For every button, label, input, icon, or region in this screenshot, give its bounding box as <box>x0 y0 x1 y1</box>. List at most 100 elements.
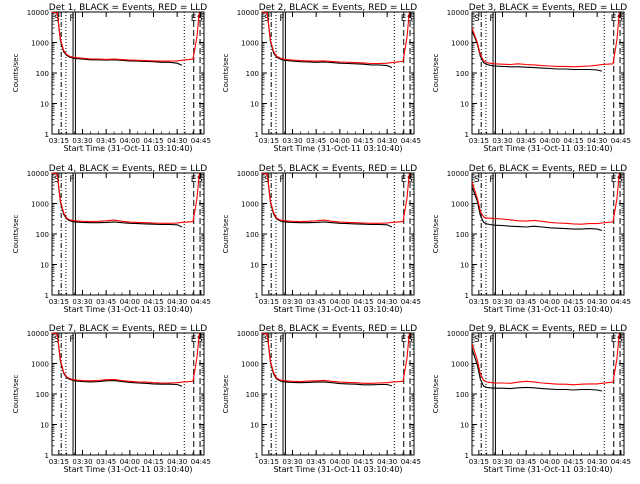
y-axis-label: Counts/sec <box>12 54 20 93</box>
panel-title: Det 5, BLACK = Events, RED = LLD <box>259 164 418 174</box>
start-marker-label: S <box>197 175 203 185</box>
y-tick-label: 1000 <box>31 361 49 369</box>
y-tick-label: 100 <box>246 231 259 239</box>
lld-series-line <box>471 333 620 386</box>
y-tick-label: 100 <box>36 391 49 399</box>
panel-title: Det 1, BLACK = Events, RED = LLD <box>49 3 208 13</box>
y-tick-label: 10 <box>460 262 469 270</box>
y-tick-label: 1000 <box>241 40 259 48</box>
detector-panel: Det 9, BLACK = Events, RED = LLD Counts/s… <box>432 324 631 474</box>
x-axis-label: Start Time (31-Oct-11 03:10:40) <box>483 144 612 153</box>
y-tick-label: 10000 <box>447 170 469 178</box>
x-tick-label: 03:30 <box>492 298 512 306</box>
x-tick-label: 03:30 <box>492 137 512 145</box>
events-series-line <box>51 172 183 228</box>
x-axis-label: Start Time (31-Oct-11 03:10:40) <box>273 305 402 314</box>
start-marker-label: S <box>474 175 480 185</box>
plot-frame <box>261 11 415 135</box>
start-marker-label: S <box>54 335 60 345</box>
lld-series-line <box>471 12 620 68</box>
end-marker-label: E <box>191 175 197 185</box>
start-marker-label: S <box>407 175 413 185</box>
y-tick-label: 10 <box>40 101 49 109</box>
y-axis-label: Counts/sec <box>432 375 440 414</box>
y-tick-label: 1 <box>465 452 469 460</box>
x-tick-label: 03:45 <box>306 458 326 466</box>
flag-marker-label: F <box>279 14 284 24</box>
panel-title: Det 2, BLACK = Events, RED = LLD <box>259 3 418 13</box>
start-marker-label: S <box>617 175 623 185</box>
events-series-line <box>471 186 603 232</box>
x-tick-label: 03:45 <box>306 137 326 145</box>
plot-frame <box>471 332 625 456</box>
x-tick-label: 03:30 <box>282 458 302 466</box>
flag-marker-label: F <box>279 175 284 185</box>
y-tick-label: 10 <box>40 262 49 270</box>
x-tick-label: 04:00 <box>120 298 140 306</box>
start-marker-label: S <box>264 175 270 185</box>
panel-title: Det 8, BLACK = Events, RED = LLD <box>259 324 418 334</box>
flag-marker-label: F <box>489 175 494 185</box>
y-tick-label: 10000 <box>27 330 49 338</box>
plot-frame <box>261 172 415 296</box>
x-tick-label: 04:15 <box>353 298 373 306</box>
y-tick-label: 10 <box>460 422 469 430</box>
events-series-line <box>51 11 183 66</box>
lld-series-line <box>51 332 200 384</box>
detector-panel: Det 5, BLACK = Events, RED = LLD Counts/s… <box>222 164 421 314</box>
x-tick-label: 03:30 <box>282 298 302 306</box>
y-axis-label: Counts/sec <box>432 54 440 93</box>
y-tick-label: 10 <box>250 262 259 270</box>
y-tick-label: 1 <box>255 292 259 300</box>
y-tick-label: 10000 <box>27 9 49 17</box>
x-tick-label: 04:45 <box>401 298 421 306</box>
x-tick-label: 04:00 <box>330 298 350 306</box>
end-marker-label: E <box>611 14 617 24</box>
plot-frame <box>471 172 625 296</box>
events-series-line <box>471 30 603 72</box>
start-marker-label: S <box>617 14 623 24</box>
y-axis-label: Counts/sec <box>432 215 440 254</box>
x-tick-label: 04:00 <box>330 458 350 466</box>
plot-frame <box>51 332 205 456</box>
detector-panel: Det 8, BLACK = Events, RED = LLD Counts/s… <box>222 324 421 474</box>
y-tick-label: 1 <box>45 452 49 460</box>
x-tick-label: 04:15 <box>353 137 373 145</box>
y-tick-label: 1 <box>45 292 49 300</box>
x-tick-label: 04:15 <box>143 298 163 306</box>
flag-marker-label: F <box>69 14 74 24</box>
x-tick-label: 03:45 <box>306 298 326 306</box>
detector-panel: Det 7, BLACK = Events, RED = LLD Counts/s… <box>12 324 211 474</box>
x-axis-label: Start Time (31-Oct-11 03:10:40) <box>63 144 192 153</box>
x-tick-label: 03:45 <box>516 458 536 466</box>
panel-title: Det 6, BLACK = Events, RED = LLD <box>469 164 628 174</box>
start-marker-label: S <box>54 14 60 24</box>
y-tick-label: 1000 <box>31 201 49 209</box>
x-tick-label: 04:30 <box>167 137 187 145</box>
x-tick-label: 04:00 <box>540 458 560 466</box>
panel-title: Det 7, BLACK = Events, RED = LLD <box>49 324 208 334</box>
x-axis-label: Start Time (31-Oct-11 03:10:40) <box>483 465 612 474</box>
y-tick-label: 1 <box>255 131 259 139</box>
start-marker-label: S <box>264 335 270 345</box>
y-tick-label: 1000 <box>451 40 469 48</box>
plot-frame <box>51 172 205 296</box>
x-tick-label: 04:00 <box>540 137 560 145</box>
y-tick-label: 1000 <box>241 361 259 369</box>
x-tick-label: 04:30 <box>587 458 607 466</box>
plot-frame <box>471 11 625 135</box>
start-marker-label: S <box>54 175 60 185</box>
y-tick-label: 10 <box>250 422 259 430</box>
x-tick-label: 04:30 <box>587 298 607 306</box>
y-tick-label: 100 <box>246 391 259 399</box>
y-tick-label: 10000 <box>447 330 469 338</box>
x-tick-label: 04:45 <box>401 458 421 466</box>
panel-title: Det 3, BLACK = Events, RED = LLD <box>469 3 628 13</box>
y-tick-label: 10 <box>250 101 259 109</box>
detector-panel: Det 6, BLACK = Events, RED = LLD Counts/s… <box>432 164 631 314</box>
end-marker-label: E <box>611 335 617 345</box>
y-tick-label: 10000 <box>237 9 259 17</box>
start-marker-label: S <box>474 335 480 345</box>
